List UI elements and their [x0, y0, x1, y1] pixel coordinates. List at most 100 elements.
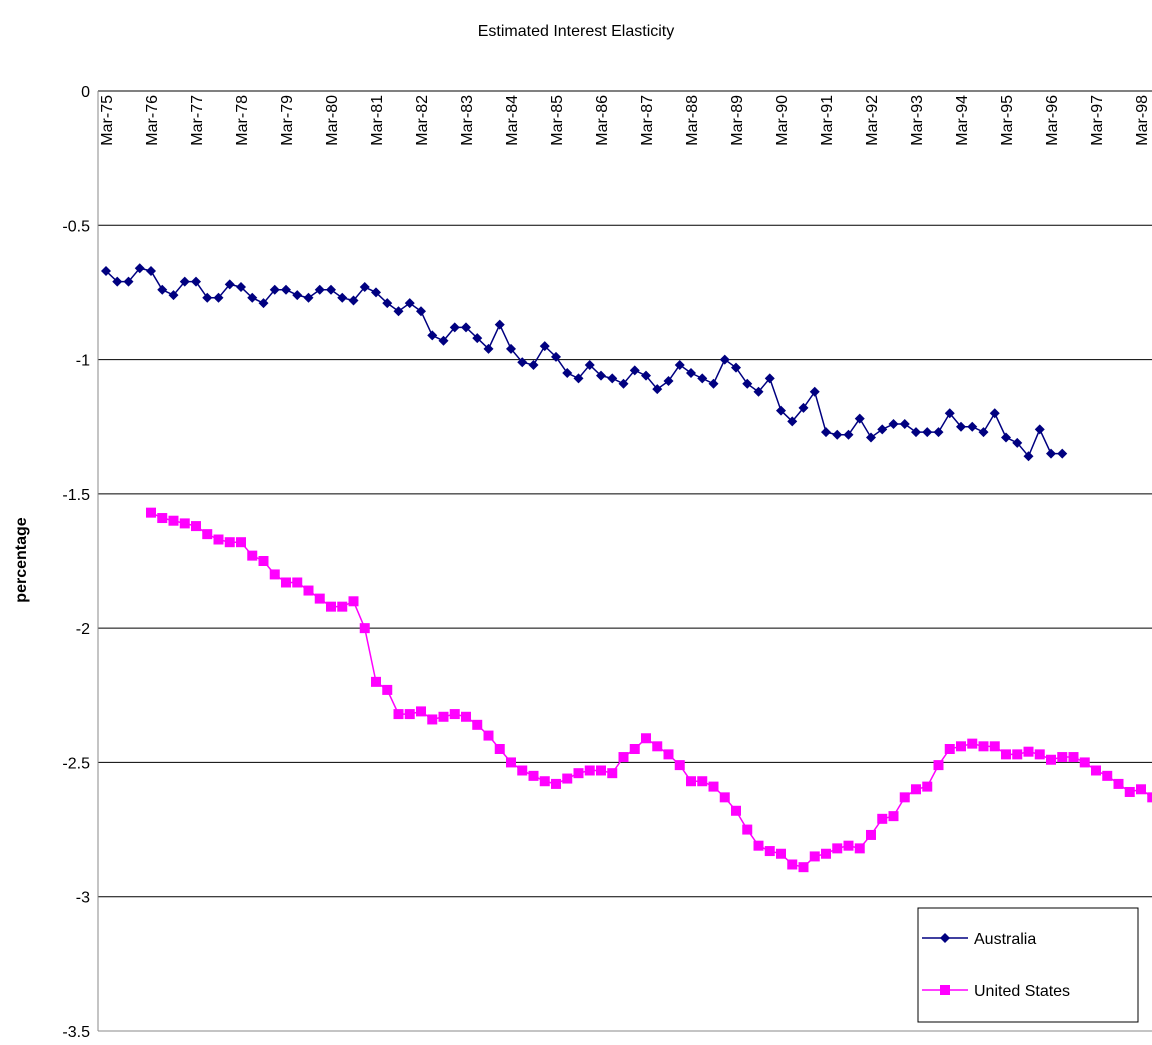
data-point	[146, 265, 156, 276]
data-point	[764, 373, 775, 384]
chart-title: Estimated Interest Elasticity	[478, 23, 675, 40]
data-point	[551, 778, 561, 789]
data-point	[809, 851, 820, 862]
data-point	[618, 752, 629, 763]
data-point	[303, 292, 314, 303]
data-point	[416, 306, 426, 317]
x-tick-label: Mar-85	[549, 95, 566, 146]
data-point	[292, 577, 303, 588]
data-point	[911, 427, 921, 438]
data-point	[708, 378, 719, 389]
data-point	[798, 862, 809, 873]
data-point	[258, 298, 269, 309]
data-point	[629, 365, 640, 376]
legend: Australia United States	[917, 907, 1139, 1023]
data-point	[224, 537, 235, 548]
data-point	[967, 421, 978, 432]
data-point	[978, 741, 989, 752]
data-point	[584, 359, 595, 370]
data-point	[483, 730, 494, 741]
data-point	[382, 298, 393, 309]
data-point	[956, 741, 966, 752]
data-point	[821, 427, 831, 438]
data-point	[1034, 749, 1045, 760]
data-point	[854, 413, 865, 424]
data-point	[888, 419, 899, 430]
data-point	[854, 843, 865, 854]
x-tick-label: Mar-92	[864, 95, 881, 146]
legend-label: Australia	[974, 931, 1036, 948]
data-point	[123, 276, 134, 287]
x-tick-label: Mar-89	[729, 95, 746, 146]
data-point	[337, 601, 348, 612]
data-point	[1079, 757, 1090, 768]
data-point	[843, 429, 854, 440]
data-point	[438, 711, 449, 722]
data-point	[719, 354, 730, 365]
data-point	[787, 859, 798, 870]
x-tick-label: Mar-95	[999, 95, 1016, 146]
data-point	[663, 376, 674, 387]
data-point	[956, 421, 966, 432]
data-point	[393, 709, 404, 720]
data-point	[506, 757, 516, 768]
data-point	[269, 284, 280, 295]
data-point	[236, 282, 246, 293]
data-point	[449, 322, 460, 333]
data-point	[1057, 448, 1068, 459]
data-point	[922, 781, 933, 792]
data-point	[326, 601, 336, 612]
data-point	[753, 386, 764, 397]
data-point	[776, 848, 786, 859]
data-point	[494, 319, 505, 330]
data-point	[832, 429, 843, 440]
data-point	[1023, 746, 1034, 757]
data-point	[371, 287, 381, 298]
data-point	[449, 709, 460, 720]
data-point	[809, 386, 820, 397]
data-point	[663, 749, 674, 760]
x-tick-label: Mar-98	[1134, 95, 1151, 146]
data-point	[326, 284, 336, 295]
x-tick-label: Mar-94	[954, 95, 971, 146]
data-point	[641, 370, 651, 381]
data-point	[371, 676, 381, 687]
data-point	[168, 290, 179, 301]
data-point	[416, 706, 426, 717]
data-point	[641, 733, 651, 744]
data-point	[899, 419, 910, 430]
data-point	[551, 351, 561, 362]
y-tick-label: -2	[76, 621, 90, 638]
data-point	[1046, 448, 1056, 459]
data-point	[258, 556, 269, 566]
data-point	[742, 378, 753, 389]
data-point	[1147, 792, 1152, 803]
data-point	[337, 292, 348, 303]
data-point	[1068, 752, 1079, 763]
data-point	[607, 768, 618, 779]
data-point	[247, 292, 258, 303]
data-point	[213, 292, 224, 303]
data-point	[944, 408, 955, 419]
data-point	[461, 711, 471, 722]
x-tick-label: Mar-90	[774, 95, 791, 146]
data-point	[989, 408, 1000, 419]
data-point	[303, 585, 314, 596]
data-point	[191, 521, 201, 532]
data-point	[539, 341, 550, 352]
data-point	[652, 384, 663, 395]
legend-box	[917, 907, 1139, 1023]
data-point	[404, 298, 415, 309]
data-point	[798, 402, 809, 413]
data-point	[539, 776, 550, 787]
data-point	[438, 335, 449, 346]
data-point	[1102, 770, 1113, 781]
data-point	[562, 773, 573, 784]
data-point	[1001, 749, 1011, 760]
data-point	[787, 416, 798, 427]
data-point	[618, 378, 629, 389]
data-point	[978, 427, 989, 438]
x-tick-label: Mar-88	[684, 95, 701, 146]
y-axis-label: percentage	[13, 517, 30, 602]
